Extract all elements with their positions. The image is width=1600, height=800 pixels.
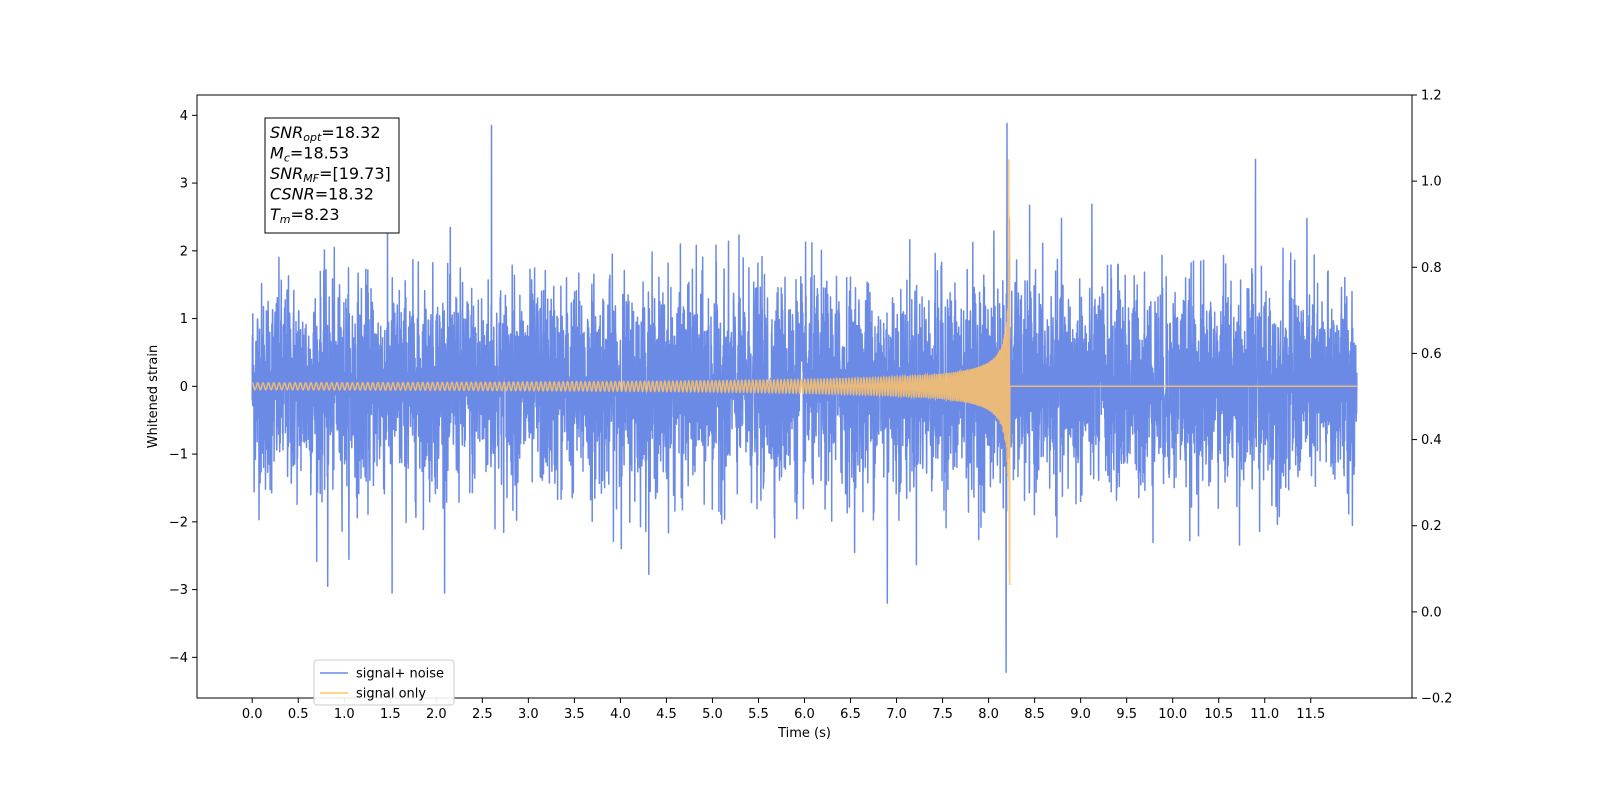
y-tick-label: 2 [180,244,188,259]
stat-symbol: SNR [270,164,303,183]
y2-tick-label: 0.0 [1421,605,1442,620]
x-tick-label: 10.5 [1204,707,1233,722]
y-tick-label: −3 [169,583,188,598]
x-tick-label: 3.0 [518,707,539,722]
stat-line: SNRMF=[19.73] [270,164,391,185]
stats-annotation-box: SNRopt=18.32Mc=18.53SNRMF=[19.73]CSNR=18… [264,117,400,234]
stat-line: SNRopt=18.32 [270,123,381,144]
signal-only-path [251,159,1357,586]
x-tick-label: 9.0 [1070,707,1091,722]
x-axis: 0.0 0.5 1.0 1.5 2.0 2.5 3.0 3.5 4.0 4.5 5.0 5.5 6.0 6… [242,698,1325,722]
x-tick-label: 4.0 [610,707,631,722]
stat-value: =[19.73] [319,164,391,183]
x-tick-label: 1.0 [334,707,355,722]
stat-value: =18.32 [321,123,380,142]
x-tick-label: 0.0 [242,707,263,722]
x-tick-label: 8.0 [978,707,999,722]
y2-tick-label: 0.8 [1421,261,1442,276]
stat-value: =18.32 [315,185,374,204]
x-tick-label: 6.0 [794,707,815,722]
x-tick-label: 5.0 [702,707,723,722]
y-axis-left: −4 −3 −2 −1 0 1 2 3 4 [169,109,197,666]
stat-subscript: MF [303,172,319,185]
x-tick-label: 1.5 [380,707,401,722]
y-tick-label: 1 [180,312,188,327]
x-tick-label: 11.5 [1296,707,1325,722]
y2-tick-label: −0.2 [1421,692,1453,707]
x-tick-label: 2.5 [472,707,493,722]
x-tick-label: 7.0 [886,707,907,722]
y2-tick-label: 1.2 [1421,89,1442,104]
y-tick-label: −1 [169,448,188,463]
stat-symbol: SNR [270,123,303,142]
stat-subscript: opt [303,131,322,144]
y-tick-label: 0 [180,380,188,395]
x-tick-label: 0.5 [288,707,309,722]
legend-label: signal+ noise [356,667,444,682]
x-tick-label: 8.5 [1024,707,1045,722]
legend: signal+ noise signal only [313,659,455,706]
stat-symbol: CSNR [270,185,315,204]
stat-line: Mc=18.53 [270,144,349,165]
stats-box-frame [264,117,400,234]
x-tick-label: 5.5 [748,707,769,722]
x-tick-label: 9.5 [1116,707,1137,722]
x-tick-label: 3.5 [564,707,585,722]
series-signal-noise-line [251,122,1358,674]
stat-value: =8.23 [291,205,340,224]
y-axis-label: Whitened strain [146,345,161,448]
signal-noise-path [251,122,1358,674]
stat-subscript: m [280,213,291,226]
stat-subscript: c [284,152,290,165]
y-axis-right: −0.2 0.0 0.2 0.4 0.6 0.8 1.0 1.2 [1412,89,1453,707]
x-tick-label: 10.0 [1158,707,1187,722]
stat-line: CSNR=18.32 [270,185,374,204]
x-tick-label: 2.0 [426,707,447,722]
y-tick-label: 4 [180,109,188,124]
legend-frame [313,659,455,706]
x-axis-label: Time (s) [777,726,831,741]
stat-symbol: M [270,144,284,163]
y-tick-label: −4 [169,651,188,666]
series-signal-only-line [251,159,1357,586]
x-tick-label: 6.5 [840,707,861,722]
y2-tick-label: 1.0 [1421,175,1442,190]
stat-symbol: T [270,205,281,224]
y2-tick-label: 0.2 [1421,519,1442,534]
x-tick-label: 7.5 [932,707,953,722]
y2-tick-label: 0.4 [1421,433,1442,448]
stat-line: Tm=8.23 [270,205,340,226]
stat-value: =18.53 [290,144,349,163]
x-tick-label: 4.5 [656,707,677,722]
x-tick-label: 11.0 [1250,707,1279,722]
y-tick-label: −2 [169,515,188,530]
legend-label: signal only [356,687,426,702]
y2-tick-label: 0.6 [1421,347,1442,362]
y-tick-label: 3 [180,177,188,192]
